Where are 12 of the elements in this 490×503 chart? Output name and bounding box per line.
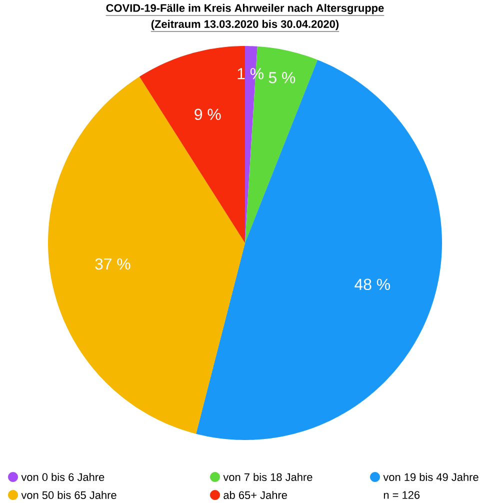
data-label: 5 %: [268, 72, 296, 84]
legend-label: von 0 bis 6 Jahre: [21, 472, 104, 482]
legend-label: von 19 bis 49 Jahre: [383, 472, 478, 482]
data-label: 48 %: [354, 278, 390, 290]
chart-subtitle: (Zeitraum 13.03.2020 bis 30.04.2020): [151, 20, 339, 30]
data-label: 37 %: [95, 258, 130, 270]
chart-title: COVID-19-Fälle im Kreis Ahrweiler nach Altersgruppe: [106, 4, 384, 14]
legend-label: ab 65+ Jahre: [224, 490, 287, 500]
data-label: 9 %: [194, 108, 221, 120]
legend-label: von 50 bis 65 Jahre: [21, 490, 116, 500]
legend-label: von 7 bis 18 Jahre: [223, 472, 312, 482]
text: n = 126: [384, 491, 420, 499]
